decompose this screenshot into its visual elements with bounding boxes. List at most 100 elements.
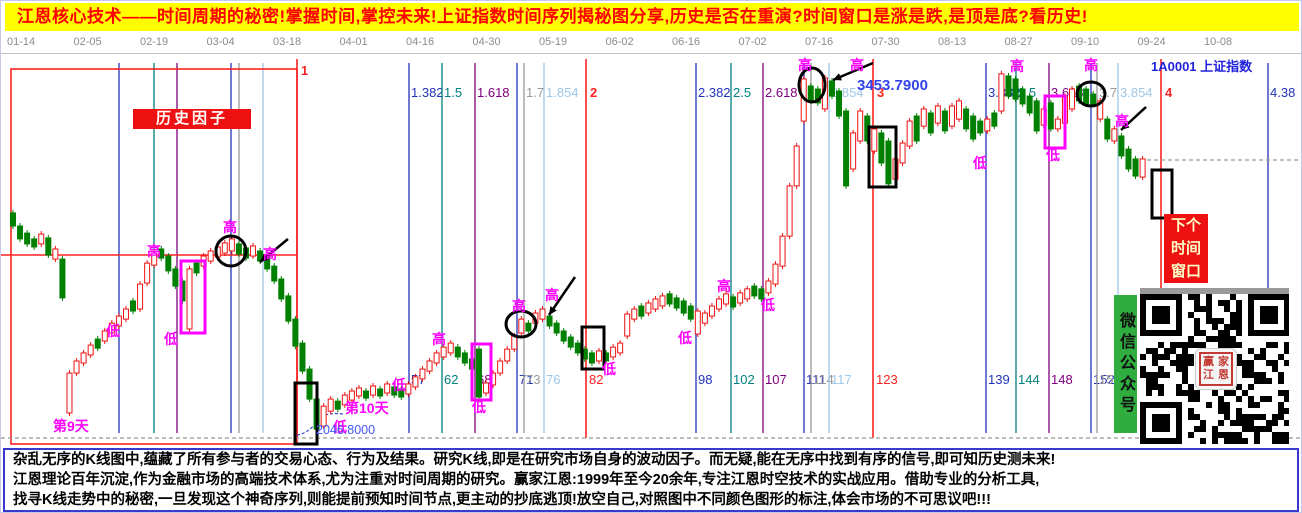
qr-module: [1278, 408, 1284, 414]
qr-module: [1224, 342, 1230, 348]
qr-module: [1224, 306, 1230, 312]
candle-body: [52, 248, 59, 260]
candle-body: [24, 232, 31, 245]
candle-body: [87, 344, 94, 356]
qr-module: [1170, 360, 1176, 366]
qr-module: [1194, 294, 1200, 300]
candle-body: [807, 85, 814, 102]
candle-body: [828, 80, 835, 97]
qr-module: [1230, 336, 1236, 342]
low-marker: 低: [677, 330, 692, 346]
fib-daycount-label: 98: [698, 372, 712, 387]
date-tick: 01-14: [7, 36, 36, 48]
high-marker: 高: [545, 287, 559, 303]
qr-module: [1242, 414, 1248, 420]
candle-body: [977, 120, 984, 134]
candle-body: [631, 308, 638, 320]
candle-body: [101, 330, 108, 342]
candle-body: [221, 242, 228, 254]
candle-body: [610, 346, 617, 358]
candle-body: [80, 352, 87, 364]
qr-module: [1182, 342, 1188, 348]
qr-module: [1194, 318, 1200, 324]
candle-body: [857, 110, 864, 142]
qr-module: [1236, 414, 1242, 420]
qr-module: [1212, 324, 1218, 330]
annotation-arrowhead: [260, 253, 269, 262]
qr-module: [1224, 390, 1230, 396]
qr-module: [1260, 378, 1266, 384]
candle-body: [708, 305, 715, 317]
history-factor-badge: 历史因子: [133, 109, 251, 129]
candle-body: [574, 342, 581, 354]
candle-body: [10, 212, 16, 227]
qr-module: [1224, 408, 1230, 414]
qr-module: [1206, 294, 1212, 300]
fib-daycount-label: 107: [765, 372, 787, 387]
qr-module: [1182, 366, 1188, 372]
qr-module: [1158, 366, 1164, 372]
qr-module: [1272, 360, 1278, 366]
qr-module: [1170, 348, 1176, 354]
qr-module: [1152, 360, 1158, 366]
high-marker: 高: [1115, 113, 1129, 129]
fib-ratio-label: 1.854: [546, 85, 579, 100]
qr-module: [1272, 432, 1278, 438]
description-line-3: 找寻K线走势中的秘密,一旦发现这个神奇序列,则能提前预知时间节点,更主动的抄底逃…: [13, 492, 991, 508]
qr-module: [1236, 354, 1242, 360]
qr-module: [1212, 336, 1218, 342]
qr-module: [1284, 420, 1289, 426]
date-tick: 10-08: [1204, 36, 1233, 48]
low-marker: 低: [332, 419, 347, 435]
candle-body: [292, 318, 299, 347]
qr-module: [1218, 300, 1224, 306]
black-highlight-rect: [580, 325, 606, 371]
candle-body: [384, 383, 391, 394]
candle-body: [1019, 88, 1026, 105]
candle-body: [687, 305, 694, 320]
qr-module: [1176, 360, 1182, 366]
qr-module: [1176, 366, 1182, 372]
qr-module: [1218, 330, 1224, 336]
description-line-1: 杂乱无序的K线图中,蕴藏了所有参与者的交易心态、行为及结果。研究K线,即是在研究…: [13, 452, 1056, 468]
qr-module: [1146, 390, 1152, 396]
qr-module: [1230, 438, 1236, 444]
fib-ratio-label: 1.618: [477, 85, 510, 100]
qr-module: [1260, 372, 1266, 378]
qr-module: [1188, 336, 1194, 342]
high-marker: 高: [263, 246, 277, 262]
next-window-line3: 窗口: [1170, 263, 1201, 280]
qr-module: [1254, 414, 1260, 420]
qr-module: [1206, 306, 1212, 312]
qr-module: [1188, 294, 1194, 300]
qr-module: [1236, 438, 1242, 444]
qr-module: [1158, 384, 1164, 390]
qr-module: [1230, 342, 1236, 348]
qr-module: [1284, 390, 1289, 396]
candle-body: [426, 360, 433, 372]
qr-module: [1164, 348, 1170, 354]
qr-module: [1236, 306, 1242, 312]
qr-module: [1230, 390, 1236, 396]
candle-body: [122, 308, 129, 320]
qr-module: [1158, 390, 1164, 396]
qr-module: [1140, 372, 1146, 378]
candle-body: [836, 90, 843, 117]
candle-body: [186, 268, 193, 330]
qr-module: [1266, 396, 1272, 402]
qr-module: [1224, 414, 1230, 420]
title-banner: 江恩核心技术——时间周期的秘密!掌握时间,掌控未来!上证指数时间序列揭秘图分享,…: [5, 3, 1299, 31]
candle-body: [172, 268, 179, 287]
candle-body: [193, 262, 200, 274]
qr-module: [1218, 432, 1224, 438]
seal-characters: 赢家江恩: [1199, 352, 1233, 386]
candle-body: [45, 237, 52, 256]
candle-body: [730, 296, 737, 308]
candle-body: [511, 335, 518, 350]
qr-module: [1284, 408, 1289, 414]
candle-body: [377, 388, 384, 397]
magenta-highlight-rect: [179, 259, 207, 335]
qr-module: [1248, 348, 1254, 354]
qr-module: [1158, 342, 1164, 348]
fib-ratio-label: 1.5: [444, 85, 462, 100]
